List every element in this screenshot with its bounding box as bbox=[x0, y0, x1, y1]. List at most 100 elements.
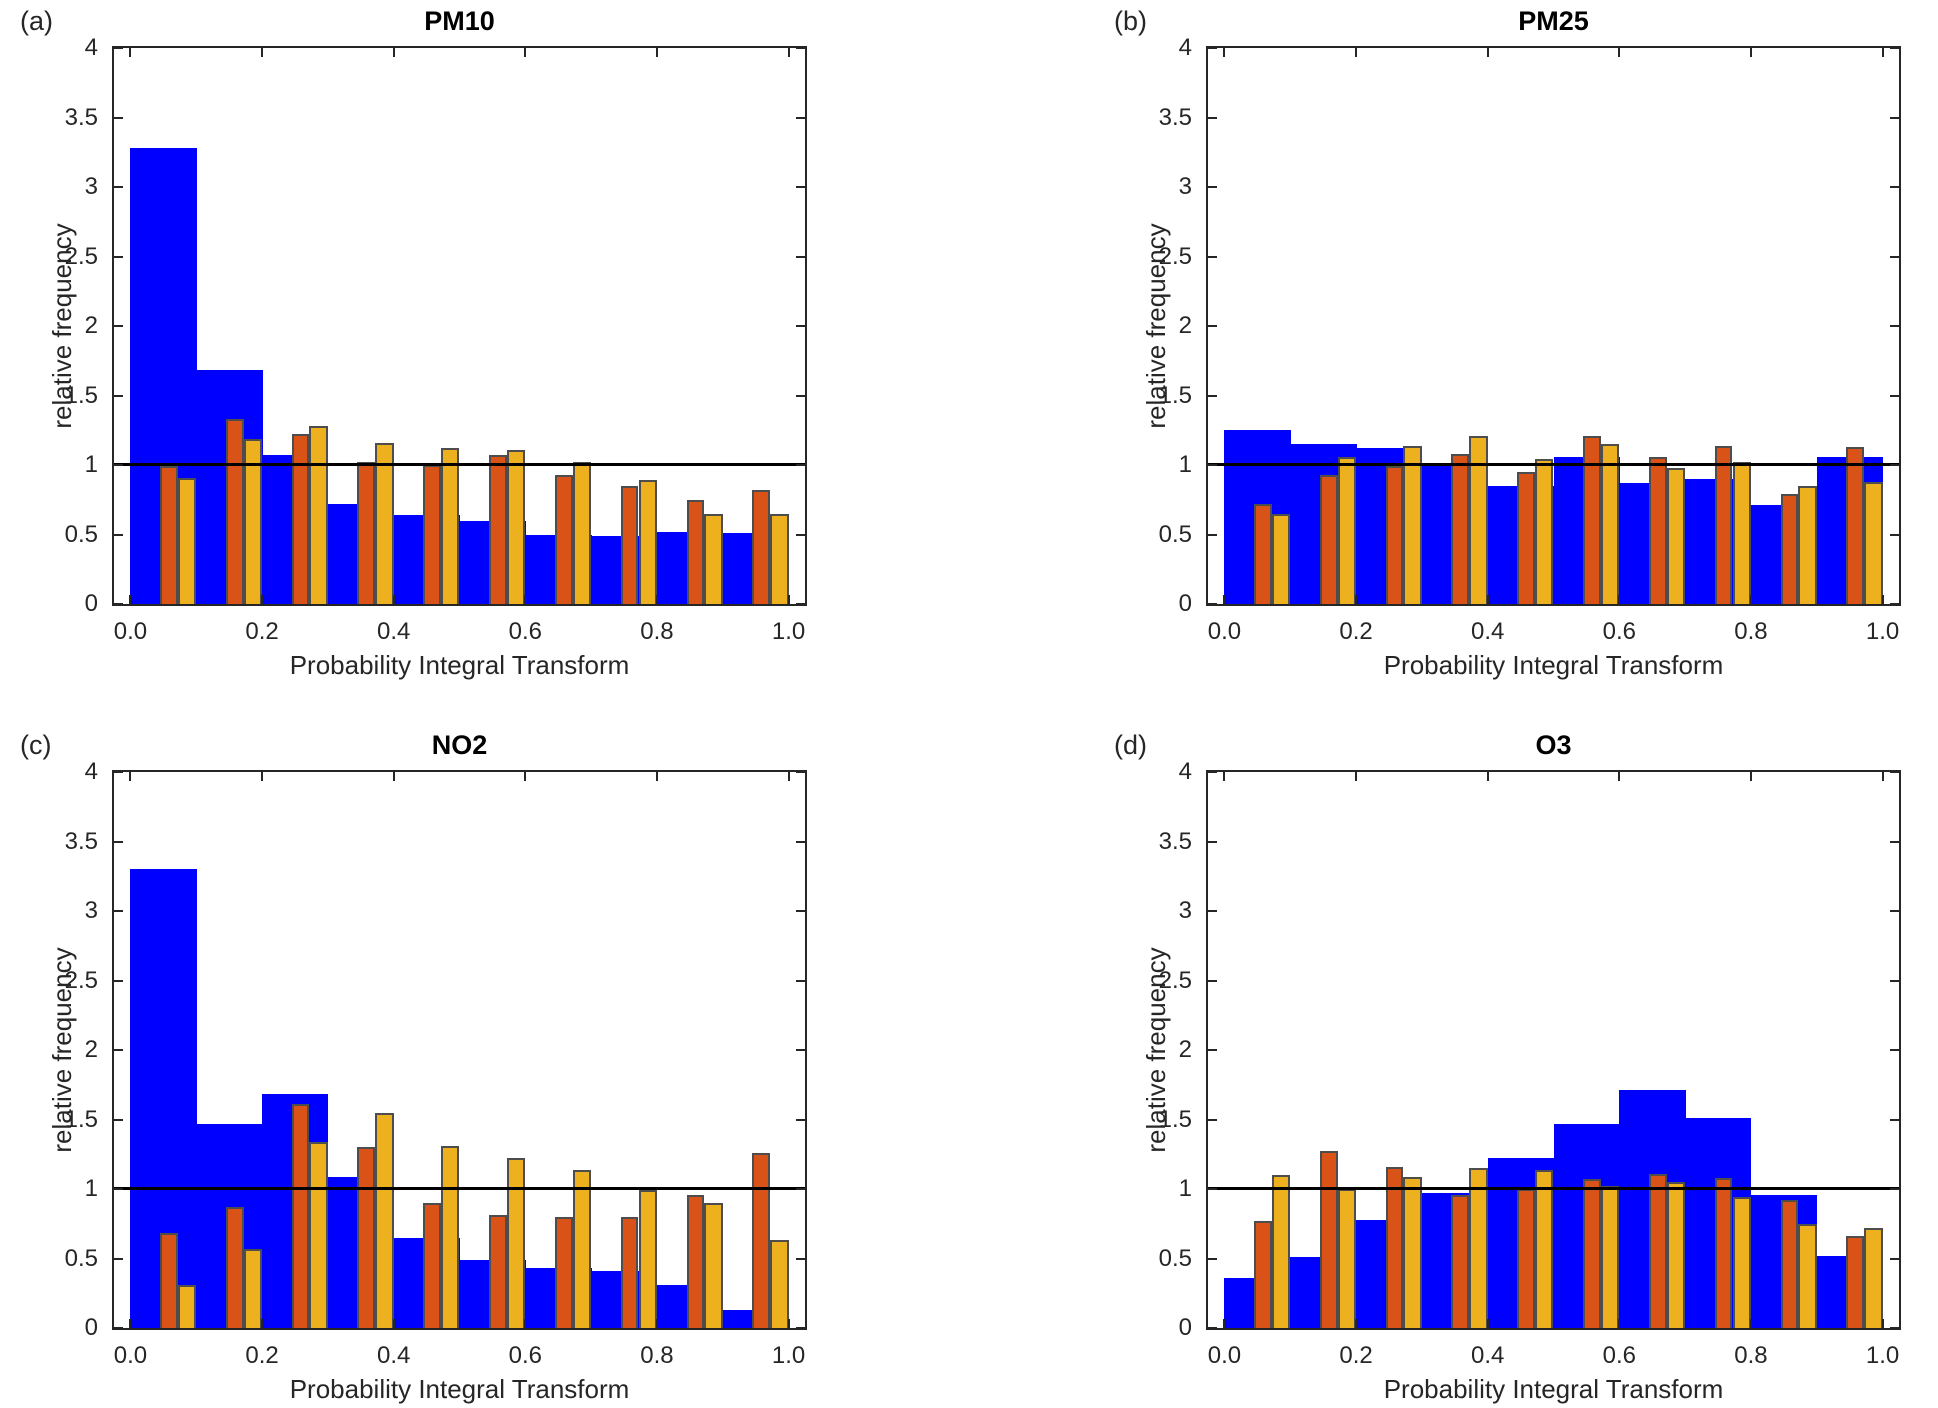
orange-bar bbox=[1385, 466, 1404, 604]
y-tick-label: 2.5 bbox=[64, 966, 98, 994]
reference-line bbox=[1208, 463, 1899, 466]
x-tick-mark bbox=[1618, 48, 1621, 57]
orange-bar bbox=[291, 434, 310, 604]
y-tick-mark bbox=[1890, 979, 1899, 982]
orange-bar bbox=[620, 485, 639, 604]
y-tick-label: 2 bbox=[84, 1036, 98, 1063]
x-tick-mark bbox=[261, 48, 264, 57]
y-tick-mark bbox=[1208, 533, 1217, 536]
y-tick-mark bbox=[1208, 325, 1217, 327]
yellow-bar bbox=[572, 462, 592, 604]
yellow-bar bbox=[506, 1158, 526, 1328]
x-tick-mark bbox=[1355, 1319, 1358, 1328]
x-tick-label: 0.0 bbox=[113, 618, 148, 645]
x-tick-mark bbox=[1618, 1319, 1621, 1328]
x-tick-label: 1.0 bbox=[771, 1342, 806, 1369]
yellow-bar bbox=[177, 1284, 197, 1328]
y-tick-mark bbox=[1890, 47, 1899, 49]
y-tick-mark bbox=[796, 116, 805, 119]
y-tick-mark bbox=[1890, 255, 1899, 258]
orange-bar bbox=[1319, 474, 1338, 604]
y-tick-label: 4 bbox=[84, 758, 98, 785]
y-tick-mark bbox=[114, 603, 123, 605]
y-tick-label: 1.5 bbox=[64, 381, 98, 409]
y-tick-label: 3 bbox=[1178, 173, 1192, 200]
y-tick-mark bbox=[796, 533, 805, 536]
orange-bar bbox=[752, 1152, 771, 1328]
yellow-bar bbox=[1732, 1197, 1751, 1328]
y-tick-mark bbox=[114, 394, 123, 397]
yellow-bar bbox=[1798, 1223, 1817, 1328]
y-tick-label: 1 bbox=[1178, 451, 1192, 478]
orange-bar bbox=[1254, 1220, 1272, 1328]
y-tick-mark bbox=[1890, 1188, 1899, 1190]
orange-bar bbox=[1780, 494, 1799, 604]
yellow-bar bbox=[770, 513, 789, 604]
y-tick-mark bbox=[1208, 771, 1217, 773]
y-tick-mark bbox=[796, 840, 805, 843]
orange-bar bbox=[423, 1202, 442, 1328]
x-tick-mark bbox=[1881, 595, 1884, 604]
yellow-bar bbox=[1600, 1186, 1620, 1328]
yellow-bar bbox=[1864, 1227, 1883, 1328]
axes bbox=[1206, 46, 1901, 606]
orange-bar bbox=[1583, 435, 1601, 604]
y-tick-label: 3.5 bbox=[64, 827, 98, 855]
y-tick-mark bbox=[796, 186, 805, 188]
x-tick-mark bbox=[1749, 772, 1752, 781]
y-tick-mark bbox=[114, 464, 123, 466]
y-tick-label: 2.5 bbox=[64, 242, 98, 270]
x-tick-mark bbox=[524, 1319, 527, 1328]
x-tick-mark bbox=[1223, 595, 1226, 604]
yellow-bar bbox=[1798, 485, 1817, 604]
y-tick-mark bbox=[114, 1257, 123, 1260]
x-tick-mark bbox=[1486, 1319, 1489, 1328]
orange-bar bbox=[489, 455, 507, 604]
x-tick-mark bbox=[655, 1319, 658, 1328]
y-tick-label: 2.5 bbox=[1158, 242, 1192, 270]
panel-letter: (b) bbox=[1114, 6, 1147, 36]
yellow-bar bbox=[1864, 481, 1883, 604]
y-tick-label: 0.5 bbox=[64, 520, 98, 548]
y-tick-mark bbox=[1208, 116, 1217, 119]
y-tick-mark bbox=[1208, 1257, 1217, 1260]
x-tick-label: 1.0 bbox=[1865, 618, 1900, 645]
y-tick-mark bbox=[1890, 1049, 1899, 1051]
x-tick-mark bbox=[1749, 1319, 1752, 1328]
y-tick-mark bbox=[114, 1327, 123, 1329]
y-tick-label: 1.5 bbox=[1158, 381, 1192, 409]
x-tick-label: 1.0 bbox=[1865, 1342, 1900, 1369]
yellow-bar bbox=[1403, 445, 1422, 604]
y-tick-label: 0.5 bbox=[64, 1244, 98, 1272]
y-tick-label: 1 bbox=[1178, 1175, 1192, 1202]
orange-bar bbox=[225, 419, 244, 604]
y-tick-mark bbox=[796, 47, 805, 49]
x-tick-mark bbox=[787, 48, 790, 57]
yellow-bar bbox=[770, 1240, 789, 1328]
axes bbox=[112, 46, 807, 606]
y-tick-label: 1.5 bbox=[1158, 1105, 1192, 1133]
x-tick-mark bbox=[1749, 48, 1752, 57]
yellow-bar bbox=[1666, 467, 1686, 604]
y-tick-mark bbox=[1890, 1118, 1899, 1121]
yellow-bar bbox=[506, 449, 526, 604]
x-axis-label: Probability Integral Transform bbox=[289, 1374, 630, 1404]
y-tick-mark bbox=[1208, 1327, 1217, 1329]
yellow-bar bbox=[1732, 462, 1751, 604]
x-tick-label: 0.0 bbox=[113, 1342, 148, 1369]
x-tick-label: 0.8 bbox=[1734, 1342, 1768, 1369]
y-tick-label: 0.5 bbox=[1158, 520, 1192, 548]
y-tick-mark bbox=[114, 255, 123, 258]
y-tick-mark bbox=[1208, 1118, 1217, 1121]
y-tick-mark bbox=[1208, 979, 1217, 982]
y-tick-mark bbox=[114, 771, 123, 773]
x-axis-label: Probability Integral Transform bbox=[1383, 650, 1724, 680]
y-tick-mark bbox=[1208, 186, 1217, 188]
y-tick-mark bbox=[1890, 325, 1899, 327]
yellow-bar bbox=[243, 1248, 263, 1328]
y-tick-mark bbox=[796, 603, 805, 605]
x-tick-mark bbox=[392, 48, 395, 57]
y-tick-label: 2 bbox=[1178, 312, 1192, 339]
x-tick-mark bbox=[261, 595, 264, 604]
